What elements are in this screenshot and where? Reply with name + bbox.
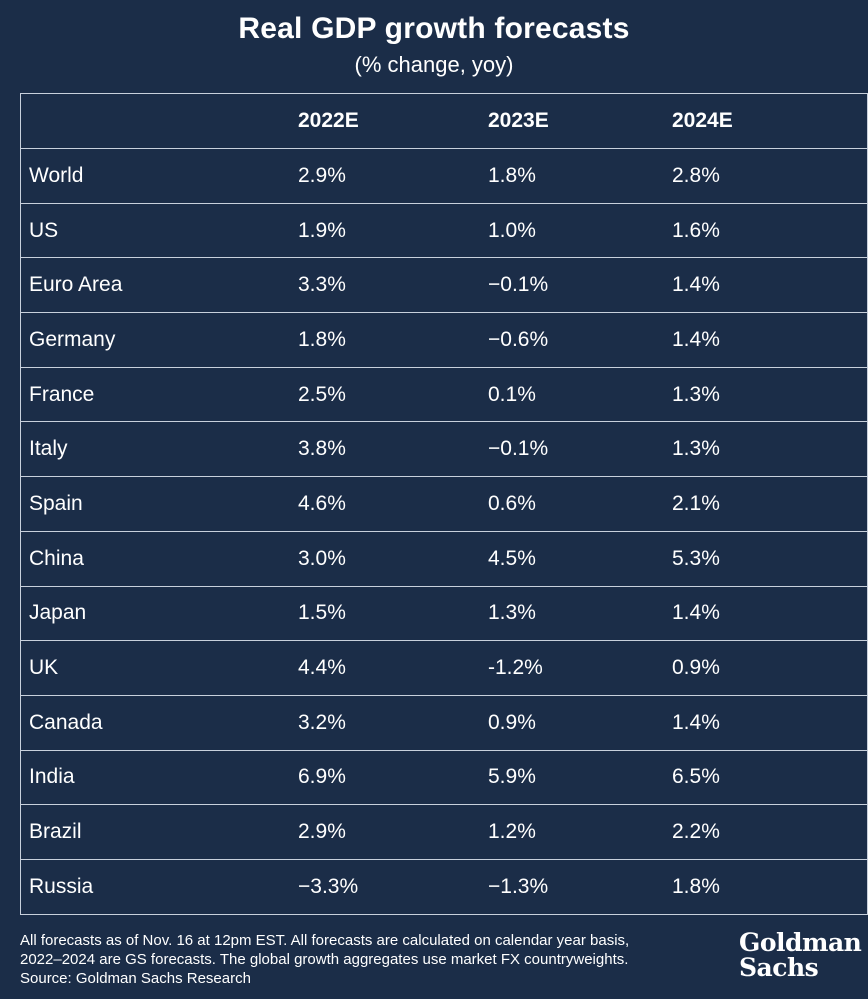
cell-value-2023e: −0.1% xyxy=(470,257,655,314)
table-row: UK 4.4% -1.2% 0.9% xyxy=(20,640,868,696)
footnote: All forecasts as of Nov. 16 at 12pm EST.… xyxy=(20,931,720,988)
cell-value-2024e: 1.4% xyxy=(655,694,868,751)
cell-value-2022e: 4.6% xyxy=(281,476,470,532)
cell-value-2024e: 2.2% xyxy=(655,804,868,860)
row-label-country: Canada xyxy=(20,694,281,751)
cell-value-2022e: 1.5% xyxy=(281,585,470,642)
cell-value-2023e: -1.2% xyxy=(470,640,655,696)
column-header-country xyxy=(20,93,281,149)
row-label-country: World xyxy=(20,148,281,204)
cell-value-2024e: 6.5% xyxy=(655,749,868,806)
row-label-country: China xyxy=(20,530,281,587)
table-row: World 2.9% 1.8% 2.8% xyxy=(20,148,868,204)
logo-line-1: Goldman xyxy=(739,928,862,957)
cell-value-2024e: 2.1% xyxy=(655,476,868,532)
table-row: Japan 1.5% 1.3% 1.4% xyxy=(20,585,868,642)
cell-value-2023e: 0.1% xyxy=(470,366,655,423)
cell-value-2022e: 6.9% xyxy=(281,749,470,806)
row-label-country: Japan xyxy=(20,585,281,642)
page-subtitle: (% change, yoy) xyxy=(354,52,514,77)
cell-value-2022e: 4.4% xyxy=(281,640,470,696)
table-row: China 3.0% 4.5% 5.3% xyxy=(20,530,868,587)
cell-value-2023e: 0.6% xyxy=(470,476,655,532)
cell-value-2022e: 1.8% xyxy=(281,312,470,368)
cell-value-2023e: 1.2% xyxy=(470,804,655,860)
page-title: Real GDP growth forecasts xyxy=(238,12,630,45)
row-label-country: Spain xyxy=(20,476,281,532)
table-header-row: 2022E 2023E 2024E xyxy=(20,93,868,149)
table-row: Spain 4.6% 0.6% 2.1% xyxy=(20,476,868,532)
row-label-country: Euro Area xyxy=(20,257,281,314)
cell-value-2024e: 1.3% xyxy=(655,421,868,478)
cell-value-2023e: 1.0% xyxy=(470,202,655,259)
cell-value-2022e: 2.5% xyxy=(281,366,470,423)
column-header-2024e: 2024E xyxy=(655,93,868,149)
column-header-2022e: 2022E xyxy=(281,93,470,149)
cell-value-2023e: 4.5% xyxy=(470,530,655,587)
cell-value-2024e: 1.8% xyxy=(655,858,868,915)
cell-value-2023e: 0.9% xyxy=(470,694,655,751)
cell-value-2022e: 2.9% xyxy=(281,148,470,204)
table-row: US 1.9% 1.0% 1.6% xyxy=(20,202,868,259)
cell-value-2023e: −0.6% xyxy=(470,312,655,368)
cell-value-2024e: 1.4% xyxy=(655,312,868,368)
cell-value-2022e: 3.8% xyxy=(281,421,470,478)
row-label-country: India xyxy=(20,749,281,806)
cell-value-2024e: 1.6% xyxy=(655,202,868,259)
cell-value-2023e: −1.3% xyxy=(470,858,655,915)
table-row: France 2.5% 0.1% 1.3% xyxy=(20,366,868,423)
row-label-country: Brazil xyxy=(20,804,281,860)
table-row: India 6.9% 5.9% 6.5% xyxy=(20,749,868,806)
row-label-country: Italy xyxy=(20,421,281,478)
row-label-country: Germany xyxy=(20,312,281,368)
row-label-country: US xyxy=(20,202,281,259)
cell-value-2024e: 0.9% xyxy=(655,640,868,696)
table-row: Germany 1.8% −0.6% 1.4% xyxy=(20,312,868,368)
footnote-line-1: All forecasts as of Nov. 16 at 12pm EST.… xyxy=(20,932,630,949)
table-row: Canada 3.2% 0.9% 1.4% xyxy=(20,694,868,751)
row-label-country: Russia xyxy=(20,858,281,915)
cell-value-2024e: 5.3% xyxy=(655,530,868,587)
column-header-2023e: 2023E xyxy=(470,93,655,149)
cell-value-2024e: 1.3% xyxy=(655,366,868,423)
cell-value-2022e: 3.0% xyxy=(281,530,470,587)
table-row: Russia −3.3% −1.3% 1.8% xyxy=(20,858,868,915)
cell-value-2023e: 1.8% xyxy=(470,148,655,204)
cell-value-2022e: −3.3% xyxy=(281,858,470,915)
cell-value-2022e: 3.3% xyxy=(281,257,470,314)
cell-value-2023e: −0.1% xyxy=(470,421,655,478)
goldman-sachs-logo: Goldman Sachs xyxy=(739,928,862,982)
table-row: Brazil 2.9% 1.2% 2.2% xyxy=(20,804,868,860)
cell-value-2024e: 1.4% xyxy=(655,585,868,642)
footnote-source: Source: Goldman Sachs Research xyxy=(20,970,251,987)
cell-value-2024e: 2.8% xyxy=(655,148,868,204)
table-row: Italy 3.8% −0.1% 1.3% xyxy=(20,421,868,478)
cell-value-2022e: 3.2% xyxy=(281,694,470,751)
footnote-line-2: 2022–2024 are GS forecasts. The global g… xyxy=(20,951,629,968)
logo-line-2: Sachs xyxy=(739,953,819,982)
cell-value-2022e: 2.9% xyxy=(281,804,470,860)
forecast-table: 2022E 2023E 2024E World 2.9% 1.8% 2.8% US 1.9… xyxy=(20,93,868,915)
cell-value-2023e: 1.3% xyxy=(470,585,655,642)
cell-value-2024e: 1.4% xyxy=(655,257,868,314)
cell-value-2023e: 5.9% xyxy=(470,749,655,806)
row-label-country: France xyxy=(20,366,281,423)
table-row: Euro Area 3.3% −0.1% 1.4% xyxy=(20,257,868,314)
row-label-country: UK xyxy=(20,640,281,696)
cell-value-2022e: 1.9% xyxy=(281,202,470,259)
